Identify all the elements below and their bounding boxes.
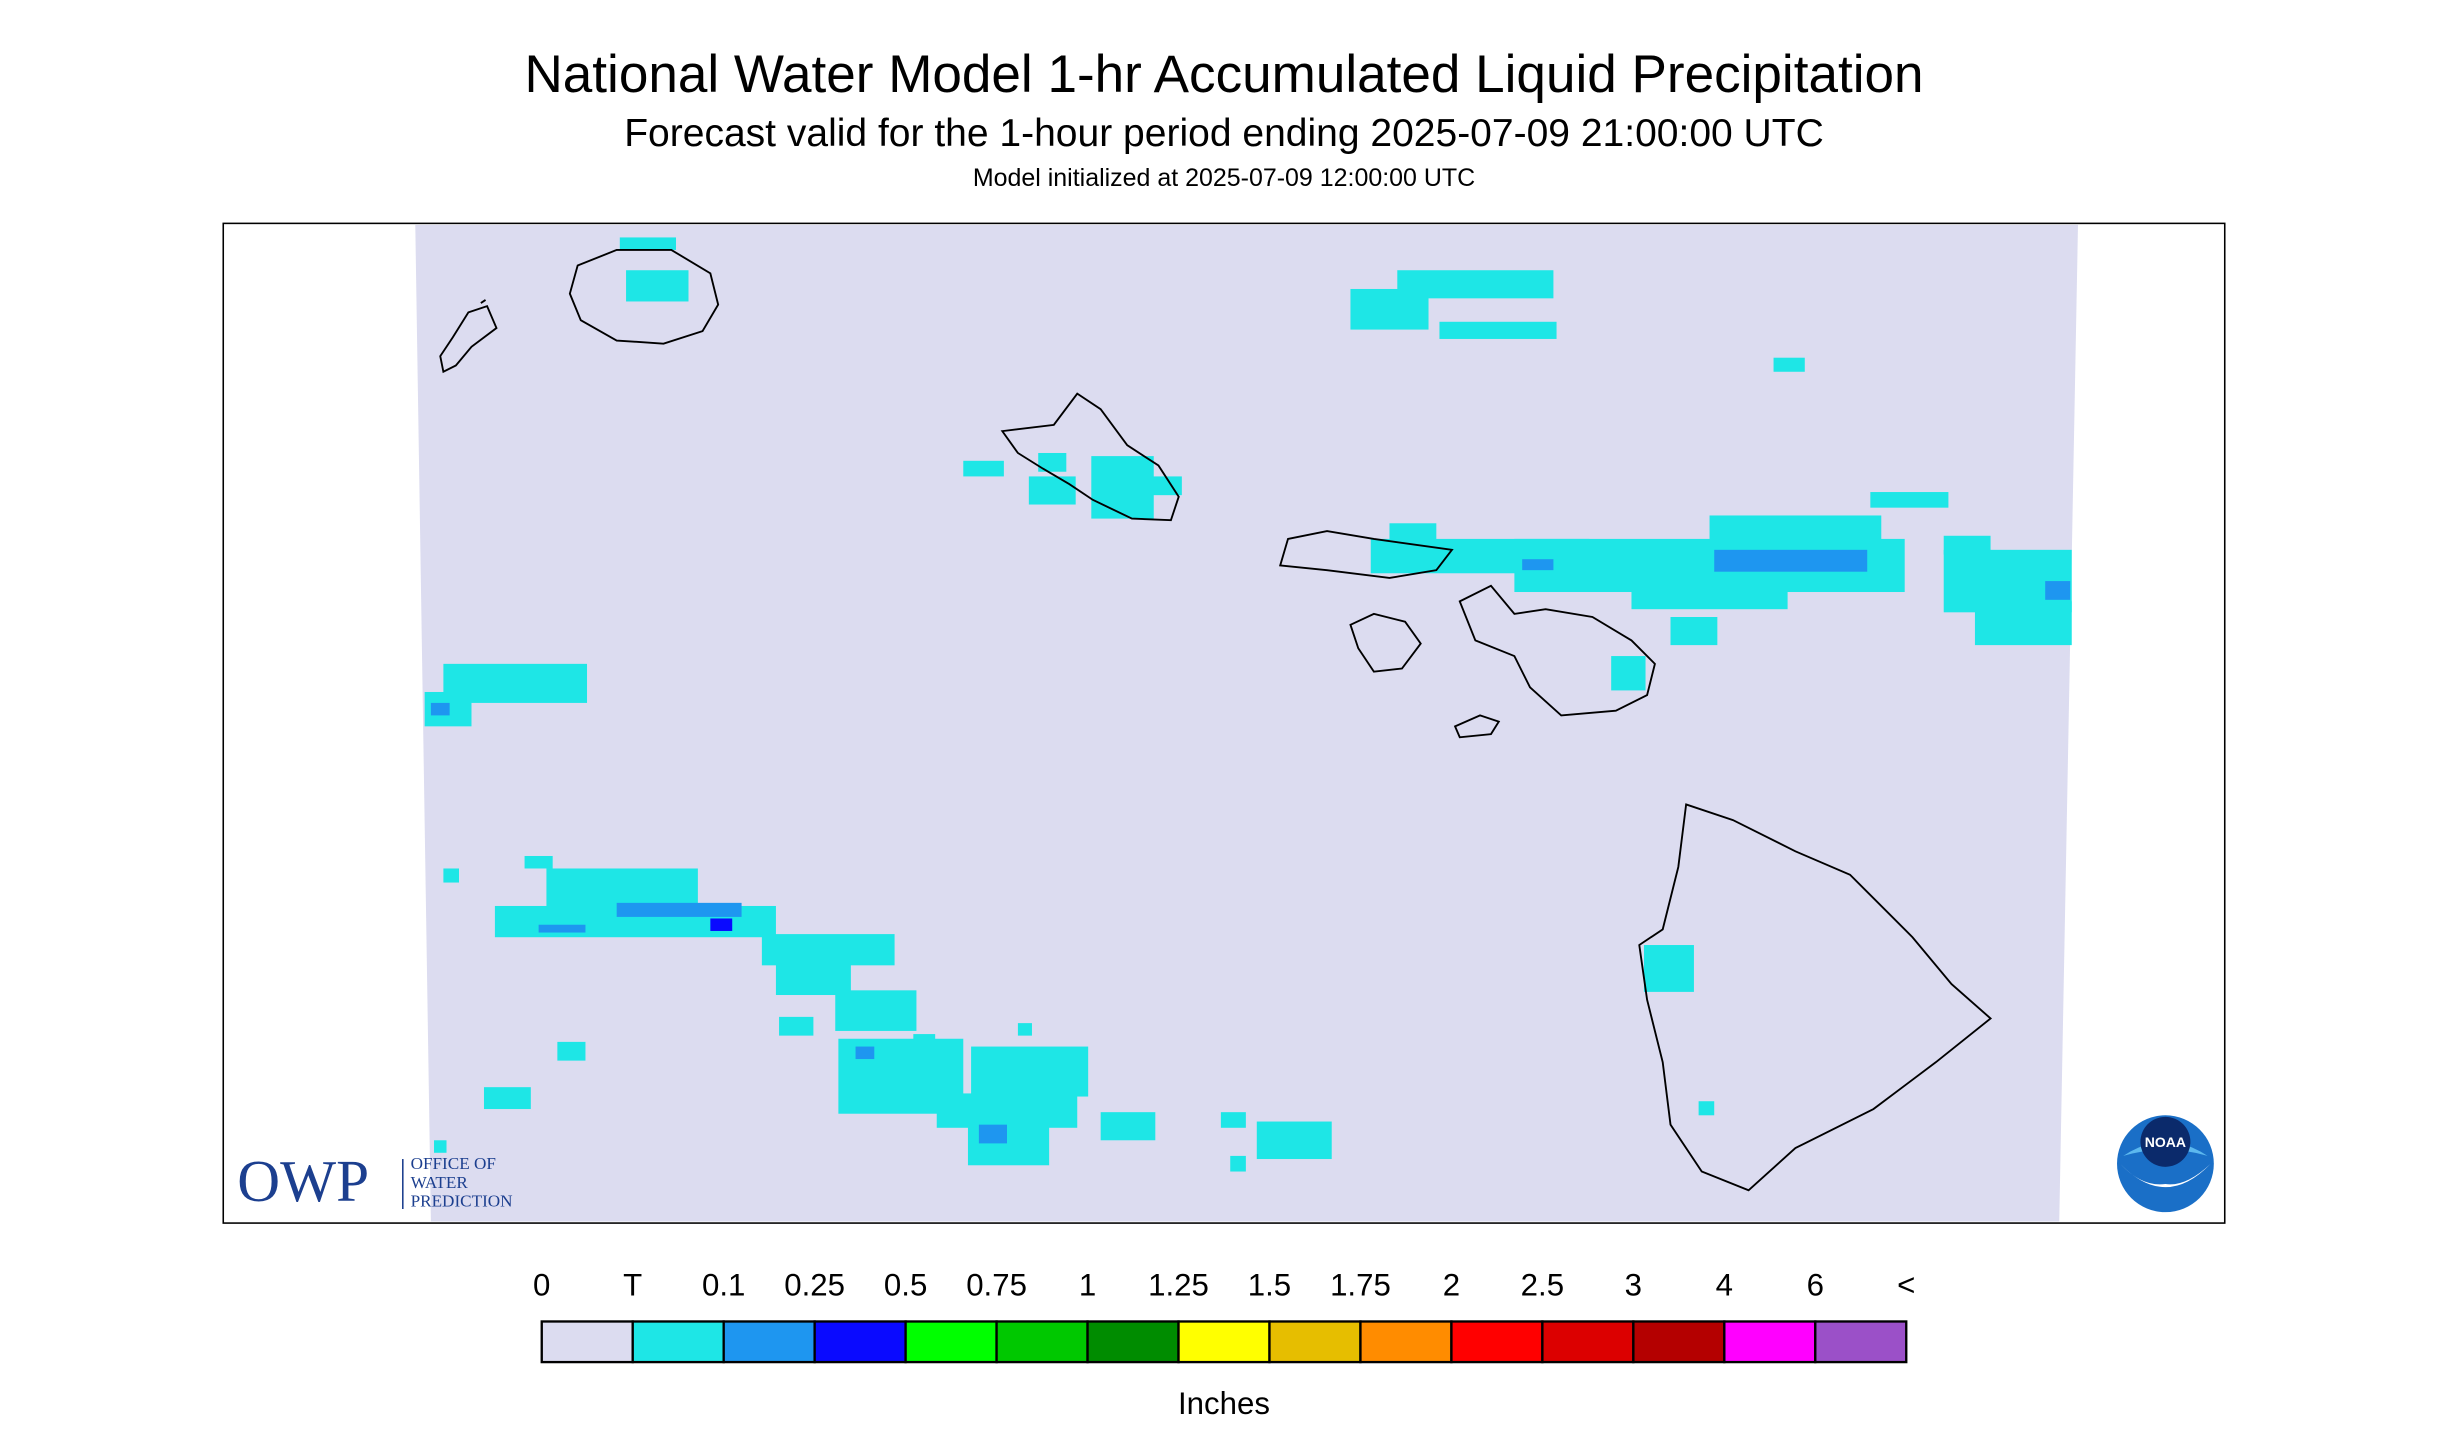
legend-swatch [1632,1320,1726,1364]
legend-label: 0 [533,1267,550,1302]
legend-label: 0.5 [884,1267,927,1302]
legend-label: 1.25 [1148,1267,1209,1302]
legend-swatch [813,1320,907,1364]
legend-label: 0.25 [784,1267,845,1302]
legend-swatch [1177,1320,1271,1364]
legend-swatch [1086,1320,1180,1364]
legend-label: 0.75 [966,1267,1027,1302]
precip-field [424,237,2072,1172]
legend-label: 1 [1079,1267,1096,1302]
legend-label: 1.75 [1330,1267,1391,1302]
legend-swatch [1541,1320,1635,1364]
legend-label: 2.5 [1521,1267,1564,1302]
legend: 0 T 0.1 0.25 0.5 0.75 1 1.25 1.5 1.75 2 2.5 3 4 6 < [533,1267,1915,1364]
subtitle: Forecast valid for the 1-hour period end… [624,112,1824,155]
legend-swatch [631,1320,725,1364]
legend-swatch [1450,1320,1544,1364]
legend-label: 2 [1443,1267,1460,1302]
legend-swatch [904,1320,998,1364]
legend-swatch [995,1320,1089,1364]
legend-swatch [1814,1320,1908,1364]
legend-label: 6 [1807,1267,1824,1302]
legend-label: T [623,1267,642,1302]
model-domain [415,224,2078,1222]
owp-line: WATER [411,1173,469,1192]
title: National Water Model 1-hr Accumulated Li… [524,45,1923,104]
legend-swatch [540,1320,634,1364]
owp-logo: OWP OFFICE OF WATER PREDICTION [237,1148,512,1214]
legend-label: 0.1 [702,1267,745,1302]
legend-label: < [1897,1267,1915,1302]
owp-line: OFFICE OF [411,1154,496,1173]
legend-label: 4 [1716,1267,1733,1302]
legend-label: 3 [1625,1267,1642,1302]
owp-text: OWP [237,1148,369,1214]
legend-swatch [722,1320,816,1364]
legend-swatch [1268,1320,1362,1364]
legend-swatch [1359,1320,1453,1364]
legend-label: 1.5 [1248,1267,1291,1302]
legend-units: Inches [1178,1386,1270,1421]
init-note: Model initialized at 2025-07-09 12:00:00… [973,164,1475,192]
coastlines [439,248,1993,1192]
legend-swatch [1723,1320,1817,1364]
owp-line: PREDICTION [411,1192,513,1211]
noaa-logo: NOAA [2117,1115,2214,1213]
noaa-text: NOAA [2145,1134,2186,1150]
